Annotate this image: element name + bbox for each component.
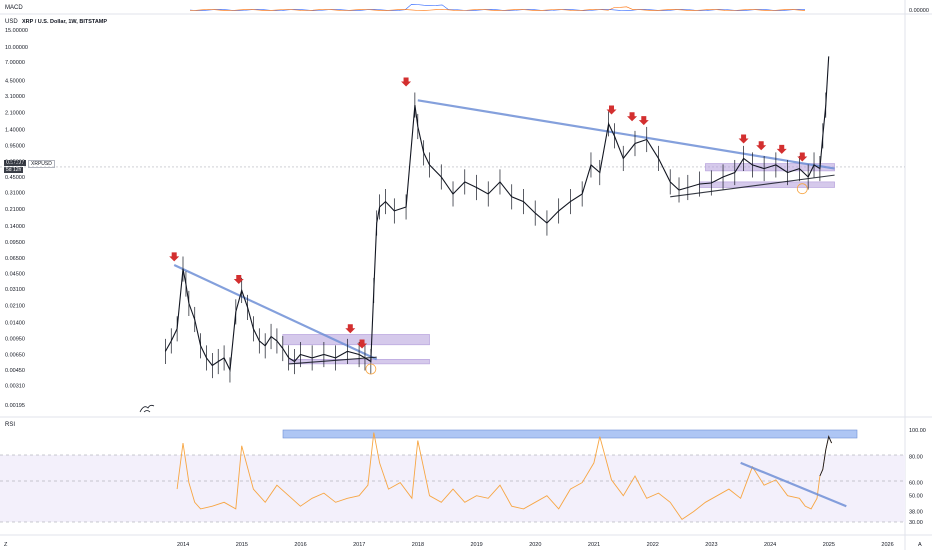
price-series xyxy=(164,56,830,383)
macd-signal-line xyxy=(189,6,806,11)
price-tick-label: 0.65000 xyxy=(5,160,25,166)
retest-circle xyxy=(796,183,808,195)
rsi-overbought-zone xyxy=(282,429,858,439)
time-axis-label: 2025 xyxy=(823,542,835,548)
arrow-icon xyxy=(169,252,180,262)
rsi-tick-label: 30.00 xyxy=(909,520,923,526)
price-tick-label: 0.21000 xyxy=(5,207,25,213)
price-zone xyxy=(282,334,430,346)
time-axis: 2014 2015 2016 2017 2018 2019 2020 2021 2022 2023… xyxy=(177,542,894,548)
current-price-tag: 0.57097 xyxy=(4,160,27,166)
time-axis-label: 2017 xyxy=(353,542,365,548)
price-scale: 15.00000 10.00000 7.00000 4.50000 3.10000 2.1… xyxy=(5,28,28,409)
price-tick-label: 0.45000 xyxy=(5,175,25,181)
arrow-icon xyxy=(357,339,368,349)
retest-circle xyxy=(365,363,377,375)
time-axis-label: 2021 xyxy=(588,542,600,548)
price-tick-label: 0.31000 xyxy=(5,191,25,197)
currency-label: USD xyxy=(5,19,18,25)
arrow-icon xyxy=(797,152,808,162)
macd-scale-label: 0.00000 xyxy=(909,8,929,14)
time-axis-label: 2014 xyxy=(177,542,189,548)
price-tick-label: 0.00650 xyxy=(5,353,25,359)
rsi-tick-label: 60.00 xyxy=(909,481,923,487)
trendlines xyxy=(173,99,835,365)
arrow-icon xyxy=(606,105,617,115)
rsi-tick-label: 50.00 xyxy=(909,494,923,500)
arrow-icon xyxy=(776,144,787,154)
arrow-icon xyxy=(345,324,356,334)
arrow-icon xyxy=(638,116,649,126)
rsi-band xyxy=(0,455,905,522)
arrow-icon xyxy=(738,134,749,144)
price-tick-label: 0.01400 xyxy=(5,320,25,326)
trendline xyxy=(670,174,835,198)
retest-circles xyxy=(365,183,808,375)
price-tick-label: 7.00000 xyxy=(5,60,25,66)
symbol-tag: XRPUSD xyxy=(28,160,55,168)
rsi-line xyxy=(176,432,833,521)
doodle-icon xyxy=(139,404,155,413)
rsi-title: RSI xyxy=(5,422,16,428)
rsi-tick-label: 80.00 xyxy=(909,454,923,460)
chart-title: XRP / U.S. Dollar, 1W, BITSTAMP xyxy=(22,19,108,25)
arrow-icon xyxy=(401,77,412,87)
price-tick-label: 0.03100 xyxy=(5,287,25,293)
time-axis-label: 2019 xyxy=(471,542,483,548)
price-tick-label: 0.00195 xyxy=(5,403,25,409)
price-tick-label: 0.14000 xyxy=(5,224,25,230)
trendline xyxy=(417,99,835,170)
tv-logo-icon[interactable]: Z xyxy=(4,542,8,548)
macd-title: MACD xyxy=(5,5,23,11)
price-tick-label: 1.40000 xyxy=(5,127,25,133)
time-axis-label: 2018 xyxy=(412,542,424,548)
arrow-icon xyxy=(233,274,244,284)
price-tick-label: 2.10000 xyxy=(5,110,25,116)
auto-scale-icon[interactable]: A xyxy=(918,542,922,548)
price-tick-label: 0.95000 xyxy=(5,144,25,150)
price-zone xyxy=(699,181,835,188)
arrow-icon xyxy=(627,112,638,122)
price-tick-label: 0.04500 xyxy=(5,271,25,277)
rsi-trendline xyxy=(740,461,847,508)
rsi-tick-label: 100.00 xyxy=(909,428,926,434)
price-tick-label: 0.00950 xyxy=(5,337,25,343)
countdown-tag: 5d 12h xyxy=(4,167,24,173)
price-tick-label: 0.00450 xyxy=(5,368,25,374)
rsi-tick-label: 38.00 xyxy=(909,509,923,515)
time-axis-label: 2016 xyxy=(294,542,306,548)
price-tick-label: 4.50000 xyxy=(5,78,25,84)
price-tick-label: 0.09500 xyxy=(5,240,25,246)
macd-lines xyxy=(189,4,806,11)
price-tick-label: 0.00310 xyxy=(5,384,25,390)
price-tick-label: 0.06500 xyxy=(5,256,25,262)
rsi-scale: 100.00 80.00 60.00 50.00 38.00 30.00 xyxy=(909,428,926,526)
price-tick-label: 10.00000 xyxy=(5,45,28,51)
trendline xyxy=(288,356,377,365)
time-axis-label: 2020 xyxy=(529,542,541,548)
rsi-trendline xyxy=(740,461,847,508)
price-line xyxy=(164,56,830,372)
time-axis-label: 2024 xyxy=(764,542,776,548)
time-axis-label: 2022 xyxy=(647,542,659,548)
price-tick-label: 15.00000 xyxy=(5,28,28,34)
time-axis-label: 2026 xyxy=(881,542,893,548)
arrow-icon xyxy=(756,141,767,151)
time-axis-label: 2023 xyxy=(705,542,717,548)
price-tick-label: 0.02100 xyxy=(5,303,25,309)
support-resistance-zones xyxy=(282,163,835,365)
price-tick-label: 3.10000 xyxy=(5,94,25,100)
rsi-recent-line xyxy=(819,435,833,477)
resistance-arrows xyxy=(169,77,808,349)
rsi-series xyxy=(176,432,833,521)
trendline xyxy=(173,264,378,361)
time-axis-label: 2015 xyxy=(236,542,248,548)
